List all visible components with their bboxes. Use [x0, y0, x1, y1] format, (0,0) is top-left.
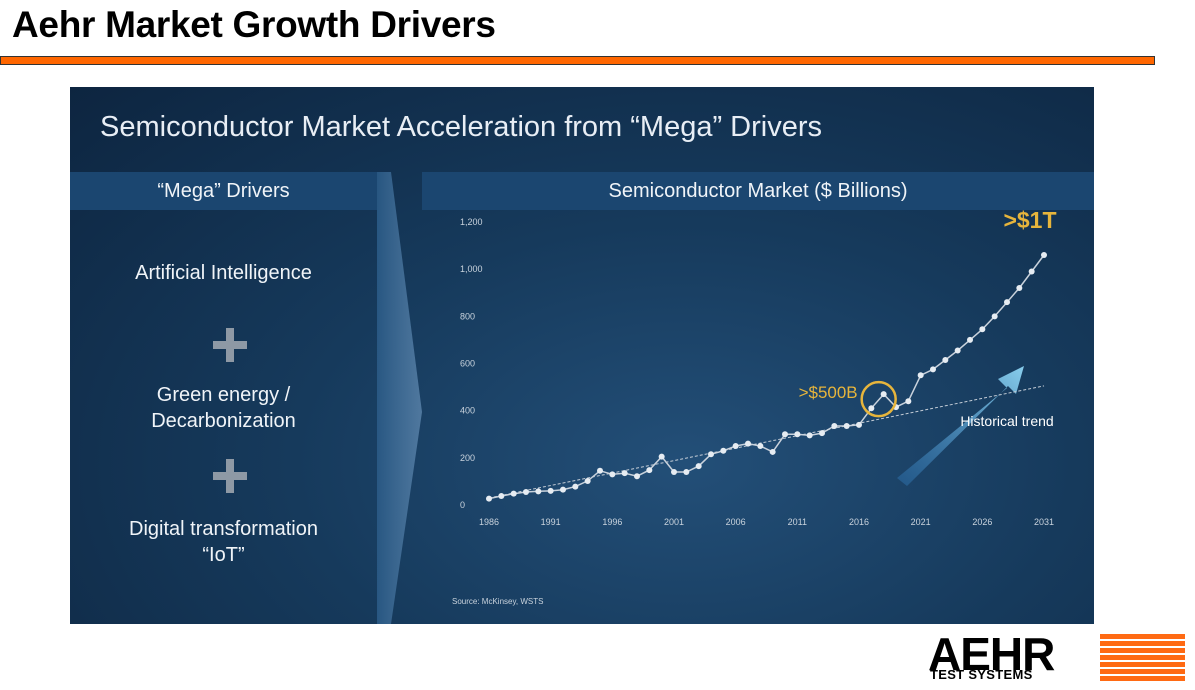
data-point-2016 — [856, 421, 862, 428]
data-point-2013 — [819, 430, 825, 437]
y-tick-label: 800 — [460, 311, 475, 321]
data-point-2015 — [843, 422, 850, 429]
data-point-1995 — [597, 467, 603, 474]
data-point-2028 — [1004, 299, 1010, 306]
driver-ai-label: Artificial Intelligence — [135, 262, 312, 284]
plus-icon — [213, 459, 247, 493]
annotation-1t: >$1T — [1003, 210, 1056, 233]
logo-stripes-icon — [1100, 634, 1185, 682]
data-point-2001 — [671, 468, 677, 475]
x-tick-label: 1986 — [479, 517, 499, 527]
highlight-circle — [860, 380, 897, 418]
driver-green-energy-line1: Green energy / — [156, 384, 291, 406]
data-point-2018 — [880, 391, 887, 398]
data-point-2029 — [1016, 285, 1023, 292]
data-point-1989 — [523, 489, 529, 496]
x-tick-label: 1996 — [602, 517, 622, 527]
driver-digital: Digital transformation “IoT” — [70, 516, 377, 568]
data-point-2006 — [732, 443, 739, 450]
data-point-1997 — [621, 470, 628, 477]
data-point-2031 — [1041, 252, 1047, 259]
market-series-line — [488, 254, 1045, 500]
data-point-1992 — [560, 486, 566, 493]
data-point-2024 — [954, 347, 961, 354]
data-point-2004 — [708, 451, 714, 458]
data-point-2005 — [720, 447, 727, 454]
data-point-2023 — [942, 356, 949, 363]
x-tick-label: 2001 — [664, 517, 684, 527]
annotation-500b: >$500B — [799, 383, 858, 402]
logo-wordmark: AEHR — [928, 628, 1055, 680]
x-tick-label: 2006 — [726, 517, 746, 527]
chevron-arrow-icon — [377, 172, 422, 624]
y-tick-label: 400 — [460, 406, 475, 416]
driver-digital-line2: “IoT” — [202, 544, 245, 566]
driver-digital-line1: Digital transformation — [129, 518, 318, 540]
historical-trend-line — [488, 385, 1045, 499]
data-point-1990 — [535, 488, 542, 495]
data-point-2003 — [695, 463, 702, 470]
market-points — [486, 252, 1047, 502]
market-chart: 0 200 400 600 800 1,000 1,200 1986 1991 1996 2001 2… — [460, 210, 1057, 527]
data-point-2030 — [1028, 268, 1035, 275]
data-point-1996 — [609, 471, 616, 478]
axis-ticks: 0 200 400 600 800 1,000 1,200 1986 1991 1996 2001 2… — [460, 217, 1054, 527]
data-point-2009 — [769, 448, 776, 455]
slide-panel: Semiconductor Market Acceleration from “… — [70, 87, 1094, 624]
data-point-1994 — [584, 477, 591, 484]
data-point-2017 — [868, 405, 875, 412]
plus-icon — [213, 328, 247, 362]
driver-ai: Artificial Intelligence — [70, 260, 377, 286]
data-point-2010 — [782, 431, 788, 438]
y-tick-label: 600 — [460, 359, 475, 369]
aehr-logo: AEHR TEST SYSTEMS — [928, 628, 1188, 688]
data-point-2011 — [794, 431, 801, 438]
data-point-1991 — [547, 487, 554, 494]
data-point-2008 — [757, 443, 764, 450]
logo-subtitle: TEST SYSTEMS — [930, 667, 1033, 682]
x-tick-label: 2016 — [849, 517, 869, 527]
data-point-2014 — [831, 422, 838, 429]
x-tick-label: 2026 — [972, 517, 992, 527]
driver-green-energy-line2: Decarbonization — [151, 410, 296, 432]
data-point-2021 — [917, 372, 924, 379]
data-point-2026 — [979, 326, 986, 333]
data-point-2007 — [745, 440, 751, 447]
x-tick-label: 2011 — [788, 517, 807, 527]
data-point-2027 — [991, 313, 998, 320]
market-header: Semiconductor Market ($ Billions) — [422, 172, 1094, 210]
y-tick-label: 1,000 — [460, 264, 483, 274]
x-tick-label: 2031 — [1034, 517, 1054, 527]
y-tick-label: 200 — [460, 453, 475, 463]
driver-green-energy: Green energy / Decarbonization — [70, 382, 377, 434]
data-point-2022 — [930, 366, 936, 373]
x-tick-label: 2021 — [911, 517, 931, 527]
data-point-1986 — [486, 495, 492, 502]
data-point-2025 — [967, 336, 973, 343]
data-point-2012 — [806, 432, 813, 439]
data-point-2020 — [905, 398, 912, 405]
drivers-header: “Mega” Drivers — [70, 172, 377, 210]
data-point-1988 — [510, 490, 517, 497]
source-note: Source: McKinsey, WSTS — [452, 597, 544, 606]
growth-arrow-icon — [897, 366, 1024, 486]
panel-heading: Semiconductor Market Acceleration from “… — [100, 111, 823, 143]
title-rule — [0, 56, 1155, 65]
annotation-historical-trend: Historical trend — [960, 413, 1053, 429]
x-tick-label: 1991 — [541, 517, 561, 527]
data-point-1987 — [498, 493, 505, 500]
data-point-2000 — [658, 453, 665, 460]
data-point-2002 — [683, 468, 690, 475]
y-tick-label: 0 — [460, 500, 465, 510]
data-point-1998 — [634, 473, 640, 480]
data-point-1999 — [646, 467, 653, 474]
data-point-1993 — [572, 483, 579, 490]
y-tick-label: 1,200 — [460, 217, 483, 227]
page-title: Aehr Market Growth Drivers — [12, 4, 496, 45]
